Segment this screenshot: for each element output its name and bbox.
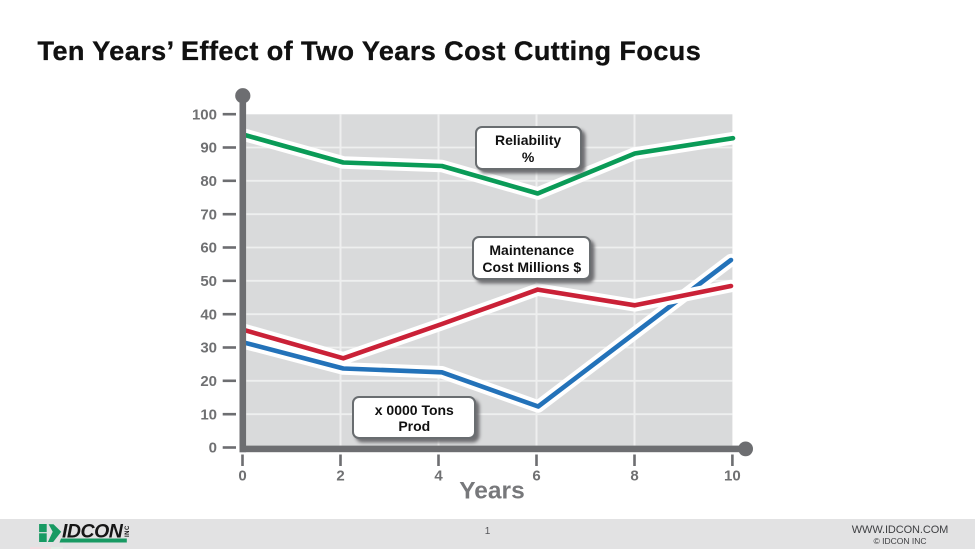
svg-text:10: 10 [200,406,217,423]
svg-text:20: 20 [200,373,217,390]
svg-text:6: 6 [532,468,540,485]
svg-text:4: 4 [434,468,443,485]
svg-text:30: 30 [200,340,217,357]
svg-text:100: 100 [192,106,217,123]
svg-text:0: 0 [238,468,246,485]
svg-text:50: 50 [200,273,217,290]
svg-text:80: 80 [200,173,217,190]
svg-text:8: 8 [630,468,638,485]
svg-text:IDCON: IDCON [62,521,124,543]
svg-text:10: 10 [724,468,741,485]
svg-text:Years: Years [459,477,524,504]
svg-text:2: 2 [336,468,344,485]
svg-text:90: 90 [200,140,217,157]
svg-text:60: 60 [200,240,217,257]
svg-text:40: 40 [200,306,217,323]
svg-text:INC: INC [125,525,131,537]
svg-text:70: 70 [200,206,217,223]
svg-text:0: 0 [209,440,217,457]
